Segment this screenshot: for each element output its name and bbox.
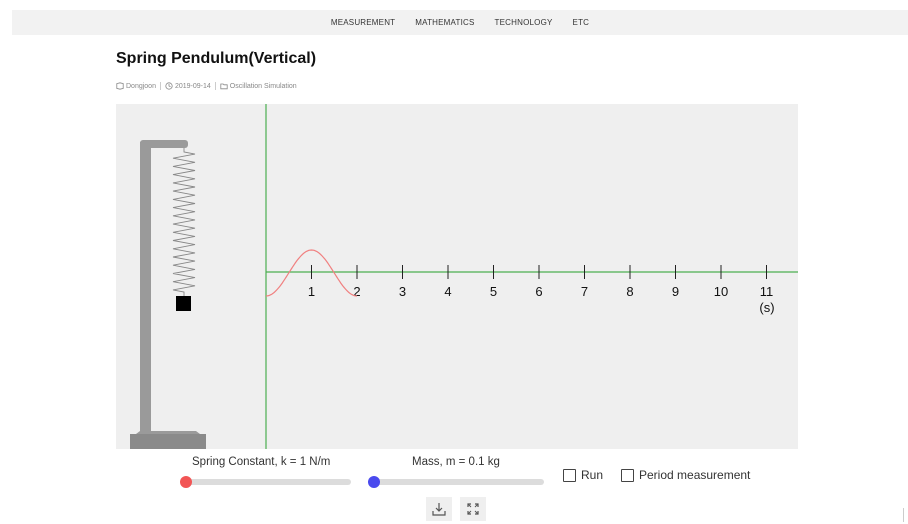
mass-control: Mass, m = 0.1 kg — [366, 456, 546, 490]
spring-coil — [172, 148, 196, 296]
author-icon — [116, 82, 124, 90]
x-tick-label: 11 — [760, 284, 774, 299]
x-tick-label: 8 — [626, 284, 633, 299]
page-edge-line — [903, 508, 904, 522]
period-checkbox-box[interactable] — [621, 468, 634, 482]
nav-item-mathematics[interactable]: MATHEMATICS — [415, 18, 475, 27]
category-meta[interactable]: Oscillation Simulation — [220, 82, 297, 90]
period-measurement-checkbox[interactable]: Period measurement — [621, 468, 750, 482]
run-checkbox-box[interactable] — [563, 468, 576, 482]
meta-divider — [214, 82, 216, 90]
spring-constant-label: Spring Constant, k = 1 N/m — [192, 456, 331, 468]
x-axis-unit: (s) — [759, 300, 774, 315]
download-button[interactable] — [426, 497, 452, 521]
nav-item-measurement[interactable]: MEASUREMENT — [330, 18, 396, 27]
mass-label: Mass, m = 0.1 kg — [412, 456, 500, 468]
run-label[interactable]: Run — [581, 468, 604, 482]
simulation-area: 1 2 3 4 5 6 7 8 9 10 11 (s) — [116, 104, 798, 449]
stand-base-top — [136, 431, 200, 434]
post-meta: Dongjoon 2019-09-14 Oscillation Simulati… — [116, 82, 297, 90]
x-tick-label: 7 — [581, 284, 588, 299]
meta-divider — [159, 82, 161, 90]
x-tick-label: 10 — [714, 284, 728, 299]
author-meta[interactable]: Dongjoon — [116, 82, 156, 90]
date-meta: 2019-09-14 — [165, 82, 211, 90]
x-tick-label: 1 — [308, 284, 315, 299]
top-navigation: MEASUREMENT MATHEMATICS TECHNOLOGY ETC — [12, 10, 908, 35]
spring-constant-slider-thumb[interactable] — [180, 476, 192, 488]
x-tick-label: 6 — [535, 284, 542, 299]
nav-item-technology[interactable]: TECHNOLOGY — [494, 18, 553, 27]
nav-item-etc[interactable]: ETC — [572, 18, 590, 27]
stand-base — [130, 434, 206, 449]
x-tick-label: 3 — [399, 284, 406, 299]
spring-constant-control: Spring Constant, k = 1 N/m — [178, 456, 354, 490]
mass-block[interactable] — [176, 296, 191, 311]
x-tick-label: 5 — [490, 284, 497, 299]
fullscreen-button[interactable] — [460, 497, 486, 521]
download-icon — [432, 503, 446, 516]
folder-icon — [220, 83, 228, 90]
mass-slider-thumb[interactable] — [368, 476, 380, 488]
x-tick-label: 2 — [353, 284, 360, 299]
period-label[interactable]: Period measurement — [639, 468, 751, 482]
stand-arm — [140, 140, 188, 148]
run-checkbox[interactable]: Run — [563, 468, 603, 482]
mass-track[interactable] — [374, 479, 544, 485]
clock-icon — [165, 82, 173, 90]
author-name[interactable]: Dongjoon — [126, 82, 156, 90]
spring-constant-track[interactable] — [186, 479, 351, 485]
post-category[interactable]: Oscillation Simulation — [229, 82, 297, 90]
fullscreen-icon — [467, 503, 479, 515]
post-date: 2019-09-14 — [174, 82, 211, 90]
page-title: Spring Pendulum(Vertical) — [116, 50, 317, 67]
oscillation-curve — [265, 249, 358, 297]
spring-stand — [130, 140, 206, 449]
x-tick-label: 4 — [444, 284, 451, 299]
x-tick-label: 9 — [672, 284, 679, 299]
simulation-canvas: 1 2 3 4 5 6 7 8 9 10 11 (s) — [130, 104, 798, 449]
stand-pole — [140, 142, 151, 431]
simulation-controls: Spring Constant, k = 1 N/m Mass, m = 0.1… — [0, 452, 908, 492]
x-axis-ticks: 1 2 3 4 5 6 7 8 9 10 11 — [308, 265, 773, 299]
